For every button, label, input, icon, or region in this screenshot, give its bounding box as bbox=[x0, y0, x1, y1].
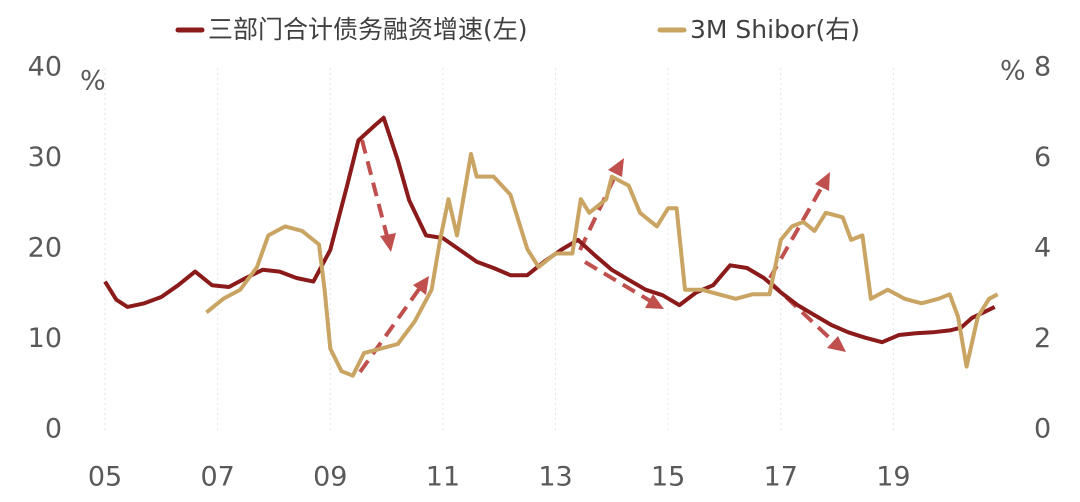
x-tick-label: 19 bbox=[876, 462, 910, 493]
y2-tick-label: 0 bbox=[1034, 414, 1051, 445]
y2-tick-label: 8 bbox=[1034, 52, 1051, 83]
x-tick-label: 05 bbox=[88, 462, 122, 493]
legend: 三部门合计债务融资增速(左) 3M Shibor(右) bbox=[175, 15, 860, 44]
legend-label: 三部门合计债务融资增速(左) bbox=[208, 15, 528, 44]
x-tick-label: 13 bbox=[538, 462, 572, 493]
y2-tick-label: 2 bbox=[1034, 323, 1051, 354]
y-tick-label: 10 bbox=[28, 323, 62, 354]
x-tick-label: 15 bbox=[651, 462, 685, 493]
x-tick-label: 11 bbox=[426, 462, 460, 493]
arrowheads bbox=[380, 158, 846, 352]
y-tick-label: 0 bbox=[45, 414, 62, 445]
y-axis-unit: % bbox=[80, 66, 106, 97]
y-tick-label: 30 bbox=[28, 142, 62, 173]
y-tick-label: 40 bbox=[28, 52, 62, 83]
y2-tick-label: 6 bbox=[1034, 142, 1051, 173]
series-line bbox=[205, 152, 999, 378]
legend-label: 3M Shibor(右) bbox=[690, 15, 860, 44]
y2-tick-label: 4 bbox=[1034, 233, 1051, 264]
x-tick-label: 07 bbox=[200, 462, 234, 493]
y-tick-label: 20 bbox=[28, 233, 62, 264]
x-tick-label: 17 bbox=[764, 462, 798, 493]
y2-axis-unit: % bbox=[1000, 56, 1026, 87]
x-tick-label: 09 bbox=[313, 462, 347, 493]
